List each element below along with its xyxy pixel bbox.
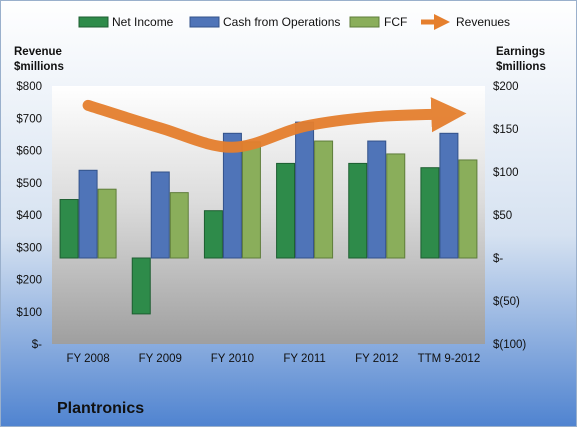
x-tick-label: FY 2009 <box>139 353 182 365</box>
left-tick-label: $500 <box>16 178 42 190</box>
bar-net-income-fy-2010 <box>203 210 223 259</box>
legend-label-cash-from-operations: Cash from Operations <box>223 15 340 29</box>
right-axis-ticks: $(100) $(50) $- $50 $100 $150 $200 <box>493 81 526 351</box>
legend-label-net-income: Net Income <box>112 15 174 29</box>
x-tick-label: FY 2012 <box>355 353 398 365</box>
left-axis-title-line1: Revenue <box>14 46 62 58</box>
left-tick-label: $600 <box>16 146 42 158</box>
bars-group <box>59 121 478 315</box>
legend-swatch-net-income <box>78 16 109 28</box>
bar-cash-from-operations-fy-2009 <box>150 171 170 259</box>
left-tick-label: $400 <box>16 210 42 222</box>
line-revenues <box>82 97 467 153</box>
bar-fcf-ttm-9-2012 <box>458 159 478 259</box>
left-tick-label: $100 <box>16 307 42 319</box>
bar-fcf-fy-2011 <box>314 140 334 259</box>
bar-fcf-fy-2008 <box>97 188 117 259</box>
right-axis-title-line1: Earnings <box>496 46 545 58</box>
x-tick-label: FY 2011 <box>283 353 325 365</box>
bar-net-income-fy-2012 <box>348 162 368 259</box>
bar-cash-from-operations-fy-2012 <box>367 140 387 259</box>
bar-net-income-fy-2011 <box>276 162 296 259</box>
right-tick-label: $150 <box>493 124 519 136</box>
left-axis-title-line2: $millions <box>14 61 64 73</box>
left-axis-ticks: $- $100 $200 $300 $400 $500 $600 $700 $800 <box>16 81 42 351</box>
left-tick-label: $700 <box>16 113 42 125</box>
legend: Net Income Cash from Operations FCF Reve… <box>78 13 510 31</box>
legend-swatch-fcf <box>349 16 380 28</box>
bar-cash-from-operations-fy-2010 <box>222 132 242 259</box>
left-tick-label: $300 <box>16 242 42 254</box>
left-tick-label: $200 <box>16 275 42 287</box>
right-axis-title-line2: $millions <box>496 61 546 73</box>
bar-cash-from-operations-ttm-9-2012 <box>439 132 459 259</box>
bar-fcf-fy-2010 <box>241 141 261 259</box>
revenue-line-group <box>82 97 467 153</box>
legend-swatch-cash-from-operations <box>189 16 220 28</box>
right-tick-label: $50 <box>493 210 512 222</box>
x-tick-label: FY 2010 <box>211 353 254 365</box>
right-tick-label: $200 <box>493 81 519 93</box>
x-axis-ticks: FY 2008 FY 2009 FY 2010 FY 2011 FY 2012 TTM 9… <box>66 353 480 365</box>
right-tick-label: $(100) <box>493 339 526 351</box>
bar-net-income-fy-2009 <box>131 257 151 315</box>
bar-net-income-ttm-9-2012 <box>420 167 440 259</box>
left-tick-label: $800 <box>16 81 42 93</box>
chart-title: Plantronics <box>57 400 144 417</box>
right-tick-label: $(50) <box>493 296 520 308</box>
legend-label-revenues: Revenues <box>456 15 510 29</box>
left-tick-label: $- <box>32 339 42 351</box>
right-tick-label: $- <box>493 253 503 265</box>
plot-area <box>52 86 485 344</box>
x-tick-label: TTM 9-2012 <box>418 353 481 365</box>
bar-cash-from-operations-fy-2011 <box>295 121 315 259</box>
x-tick-label: FY 2008 <box>66 353 109 365</box>
legend-label-fcf: FCF <box>384 15 407 29</box>
bar-fcf-fy-2009 <box>169 192 189 259</box>
bar-fcf-fy-2012 <box>386 153 406 259</box>
right-tick-label: $100 <box>493 167 519 179</box>
bar-net-income-fy-2008 <box>59 199 79 259</box>
bar-cash-from-operations-fy-2008 <box>78 169 98 259</box>
